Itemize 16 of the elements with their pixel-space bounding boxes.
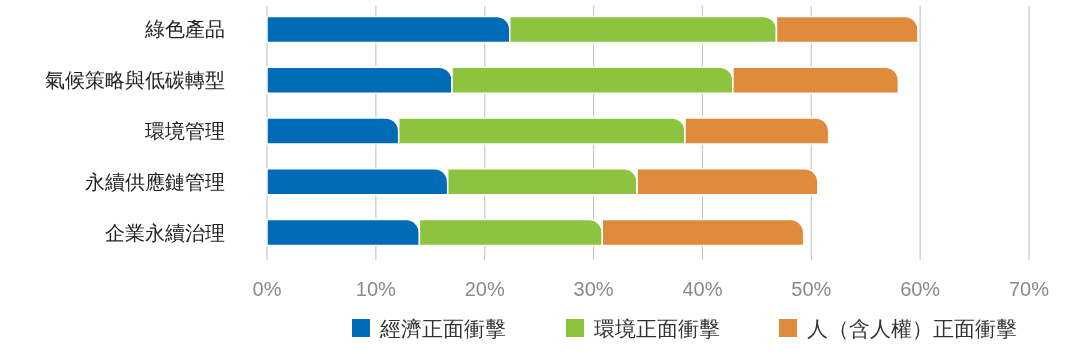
y-tick-label: 環境管理 — [145, 120, 225, 142]
x-tick-label: 50% — [791, 278, 832, 300]
legend-label: 經濟正面衝擊 — [379, 317, 506, 340]
y-tick-label: 永續供應鏈管理 — [85, 170, 225, 193]
x-tick-label: 40% — [682, 278, 723, 300]
y-tick-label: 綠色產品 — [144, 18, 225, 41]
legend-label: 人（含人權）正面衝擊 — [807, 317, 1017, 340]
x-tick-label: 70% — [1008, 278, 1050, 300]
y-tick-label: 氣候策略與低碳轉型 — [45, 69, 225, 92]
legend-label: 環境正面衝擊 — [594, 317, 720, 340]
x-tick-label: 20% — [464, 278, 505, 300]
x-tick-label: 30% — [573, 278, 614, 300]
x-tick-label: 60% — [900, 278, 941, 300]
y-tick-label: 企業永續治理 — [105, 221, 225, 244]
x-tick-label: 0% — [252, 278, 282, 300]
x-tick-label: 10% — [355, 278, 397, 300]
